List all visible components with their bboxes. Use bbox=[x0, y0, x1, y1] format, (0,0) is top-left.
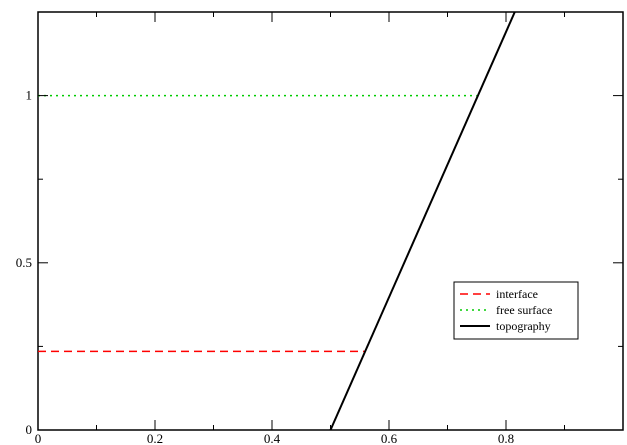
x-tick-label: 0 bbox=[35, 431, 42, 445]
x-tick-label: 0.6 bbox=[381, 431, 398, 445]
x-tick-label: 0.4 bbox=[264, 431, 281, 445]
y-tick-label: 0.5 bbox=[16, 255, 32, 270]
y-tick-label: 1 bbox=[26, 88, 33, 103]
ticks-layer: 0 0.2 0.4 0.6 0.8 0 0.5 1 bbox=[16, 12, 623, 445]
legend-label: topography bbox=[496, 319, 551, 333]
legend-label: interface bbox=[496, 287, 538, 301]
legend: interface free surface topography bbox=[453, 281, 579, 340]
legend-box bbox=[453, 281, 579, 340]
series-line-topography bbox=[329, 11, 516, 431]
plot-frame bbox=[37, 11, 624, 431]
x-tick-label: 0.2 bbox=[147, 431, 163, 445]
legend-label: free surface bbox=[496, 303, 552, 317]
x-tick-label: 0.8 bbox=[498, 431, 514, 445]
y-tick-label: 0 bbox=[26, 422, 33, 437]
series-layer bbox=[38, 11, 516, 431]
